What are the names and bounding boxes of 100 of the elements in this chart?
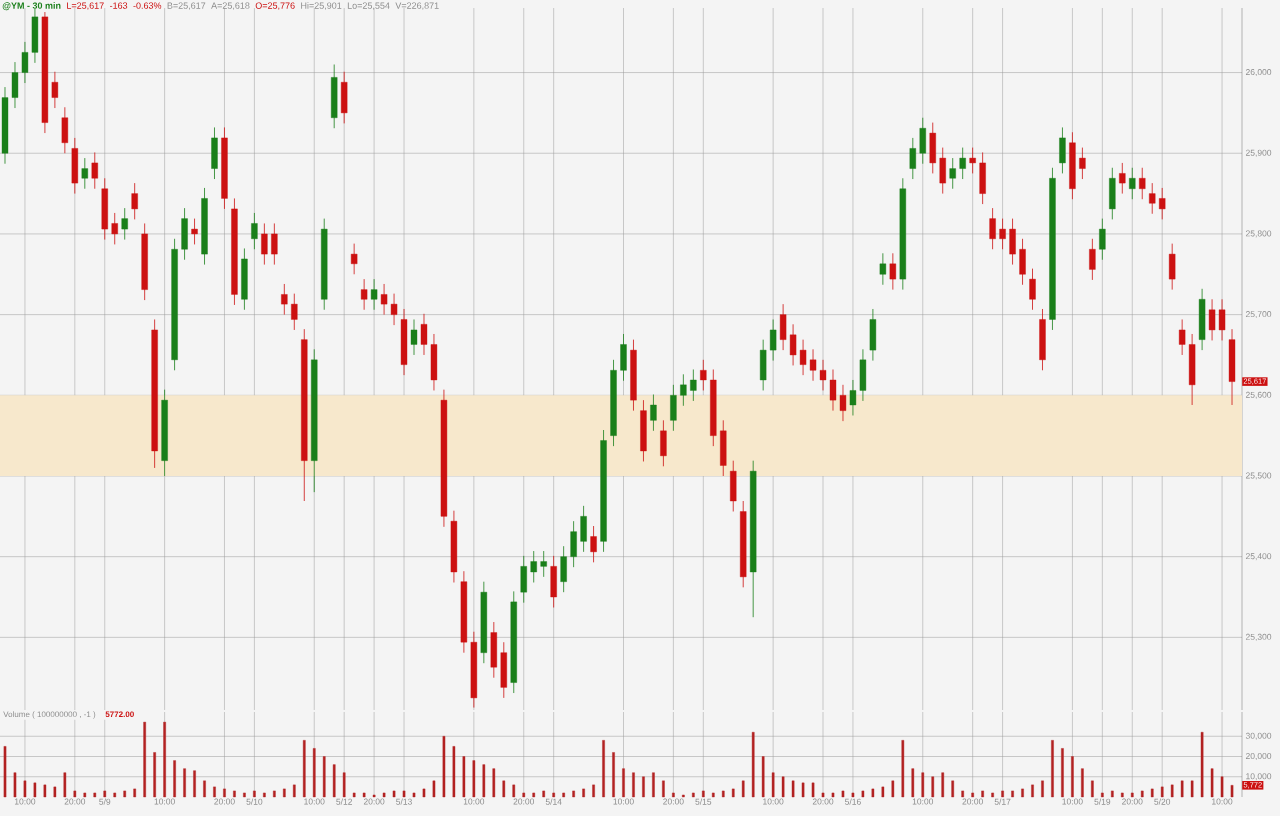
x-tick-label: 20:00 (663, 798, 684, 805)
x-tick-label: 5/16 (845, 798, 861, 805)
bar (3, 746, 7, 798)
x-tick-label: 5/14 (545, 798, 562, 805)
annotation: 5772.00 (105, 711, 134, 718)
bar (23, 780, 27, 798)
bar (362, 792, 366, 798)
bar (721, 790, 725, 798)
candlestick (969, 147, 976, 174)
bar (153, 752, 156, 798)
candlestick (650, 394, 657, 432)
bar (1051, 740, 1054, 798)
candlestick (1139, 167, 1146, 200)
candlestick (380, 283, 388, 316)
y-tick-label: 30,000 (1245, 732, 1272, 740)
candlestick (1159, 187, 1166, 220)
bar (332, 764, 336, 798)
bar (711, 792, 715, 798)
bar (193, 770, 196, 798)
candlestick (81, 157, 88, 190)
y-tick-label: 20,000 (1245, 753, 1272, 761)
bar (911, 768, 915, 798)
bar (223, 788, 226, 798)
candlestick (91, 152, 98, 190)
x-tick-label: 10:00 (463, 798, 485, 805)
bar (83, 792, 87, 798)
bar (841, 790, 845, 798)
y-tick-label: 25,600 (1245, 391, 1272, 399)
bar (1210, 768, 1214, 798)
bar (921, 772, 925, 798)
candlestick (829, 369, 837, 412)
candlestick (949, 157, 956, 190)
chart-title: @YM - 30 min (2, 2, 61, 11)
bar (871, 788, 875, 798)
annotation: B=25,617 (167, 2, 206, 10)
bar (492, 768, 496, 798)
bar (422, 788, 426, 798)
y-tick-label: 26,000 (1245, 69, 1272, 77)
y-tick-label: 25,900 (1245, 149, 1272, 157)
bar (1061, 748, 1064, 798)
bar (731, 788, 735, 798)
candlestick (360, 278, 368, 311)
bar (1190, 780, 1194, 798)
bar (482, 764, 486, 798)
bar (442, 736, 446, 798)
x-tick-label: 10:00 (14, 798, 36, 805)
bar (1140, 790, 1144, 798)
y-tick-label: 25,300 (1245, 633, 1272, 641)
annotation: O=25,776 (255, 2, 295, 10)
bar (13, 772, 17, 798)
bar (811, 782, 815, 798)
candlestick (1149, 182, 1156, 215)
x-tick-label: 20:00 (64, 798, 86, 805)
bar (73, 790, 77, 798)
bar (682, 794, 685, 798)
x-tick-label: 20:00 (962, 798, 983, 805)
bar (293, 784, 296, 798)
chart-title: Volume ( 100000000 , -1 ) (3, 711, 96, 719)
candlestick (131, 182, 138, 220)
candlestick (121, 207, 128, 240)
candlestick (839, 384, 847, 422)
bar (532, 792, 536, 798)
bar (572, 790, 575, 798)
bar (352, 792, 356, 798)
bar (771, 772, 775, 798)
bar (951, 780, 954, 798)
candlestick (21, 41, 29, 84)
bar (1001, 790, 1004, 798)
candlestick (251, 212, 258, 250)
annotation: L=25,617 (67, 2, 104, 10)
candlestick (410, 319, 418, 356)
candlestick (590, 525, 597, 563)
bar (1130, 792, 1134, 798)
bar (253, 790, 256, 798)
bar (302, 740, 306, 798)
bar (382, 792, 386, 798)
bar (1011, 790, 1014, 798)
x-tick-label: 5/15 (695, 798, 712, 805)
candlestick (350, 243, 358, 275)
bar (103, 790, 107, 798)
bar (652, 772, 655, 798)
y-tick-label: 25,500 (1245, 472, 1272, 480)
candlestick (291, 293, 298, 331)
x-tick-label: 10:00 (763, 798, 784, 805)
x-tick-label: 10:00 (1212, 798, 1233, 805)
annotation: Lo=25,554 (347, 2, 390, 10)
x-tick-label: 20:00 (214, 798, 235, 805)
bar (801, 782, 805, 798)
x-tick-label: 10:00 (304, 798, 325, 805)
bar (851, 792, 855, 798)
bar (941, 772, 945, 798)
candlestick (51, 71, 59, 109)
annotation: Hi=25,901 (301, 2, 342, 10)
candlestick (769, 319, 777, 362)
candlestick (989, 207, 996, 250)
bar (322, 756, 326, 798)
bar (961, 790, 964, 798)
candlestick (999, 218, 1006, 250)
bar (163, 721, 166, 798)
bar (452, 746, 456, 798)
